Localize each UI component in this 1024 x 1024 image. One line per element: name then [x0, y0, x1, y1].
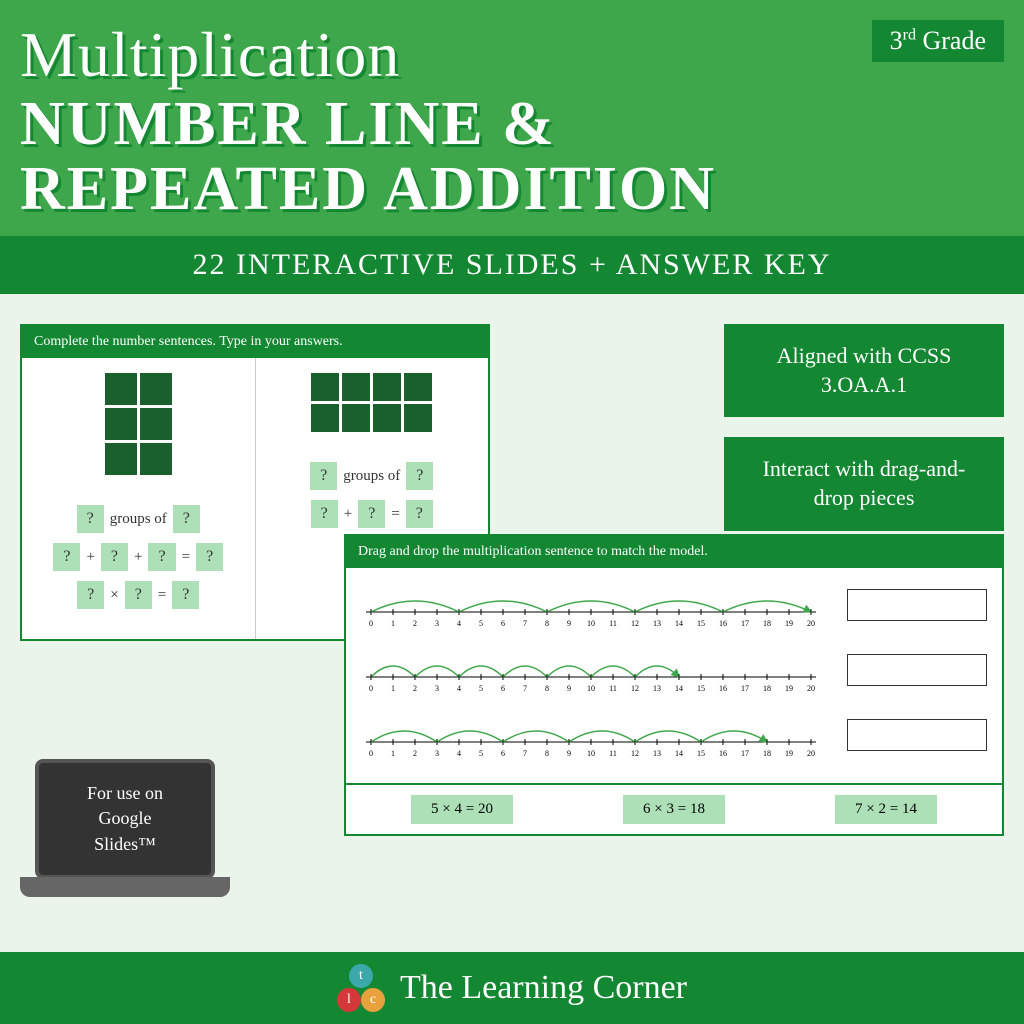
svg-text:13: 13 — [653, 619, 661, 628]
svg-text:17: 17 — [741, 749, 749, 758]
svg-text:14: 14 — [675, 684, 683, 693]
svg-text:17: 17 — [741, 619, 749, 628]
svg-text:11: 11 — [609, 619, 617, 628]
svg-text:8: 8 — [545, 749, 549, 758]
title-line1: Multiplication — [20, 18, 1004, 92]
svg-text:6: 6 — [501, 619, 505, 628]
svg-text:15: 15 — [697, 684, 705, 693]
svg-text:5: 5 — [479, 684, 483, 693]
svg-text:19: 19 — [785, 749, 793, 758]
svg-text:11: 11 — [609, 684, 617, 693]
svg-text:12: 12 — [631, 749, 639, 758]
svg-text:16: 16 — [719, 684, 727, 693]
answer-strip: 5 × 4 = 20 6 × 3 = 18 7 × 2 = 14 — [346, 783, 1002, 834]
array-grid-2 — [311, 373, 432, 432]
svg-text:4: 4 — [457, 749, 461, 758]
svg-text:16: 16 — [719, 749, 727, 758]
grade-suffix: rd — [903, 26, 916, 43]
laptop-icon: For use on Google Slides™ — [20, 759, 230, 919]
drop-target[interactable] — [847, 589, 987, 621]
svg-text:16: 16 — [719, 619, 727, 628]
number-line: 01234567891011121314151617181920 — [361, 645, 827, 695]
slide1-instruction: Complete the number sentences. Type in y… — [22, 326, 488, 358]
svg-text:1: 1 — [391, 749, 395, 758]
side-badges: Aligned with CCSS 3.OA.A.1 Interact with… — [724, 324, 1004, 550]
array-grid-1 — [105, 373, 172, 475]
svg-text:7: 7 — [523, 619, 527, 628]
svg-text:10: 10 — [587, 684, 595, 693]
svg-text:18: 18 — [763, 619, 771, 628]
svg-text:10: 10 — [587, 749, 595, 758]
content-area: Aligned with CCSS 3.OA.A.1 Interact with… — [0, 294, 1024, 934]
grade-word: Grade — [922, 26, 986, 55]
svg-text:19: 19 — [785, 684, 793, 693]
interact-badge: Interact with drag-and- drop pieces — [724, 437, 1004, 530]
svg-text:6: 6 — [501, 749, 505, 758]
svg-text:3: 3 — [435, 749, 439, 758]
svg-text:5: 5 — [479, 749, 483, 758]
svg-text:11: 11 — [609, 749, 617, 758]
number-line: 01234567891011121314151617181920 — [361, 710, 827, 760]
svg-text:8: 8 — [545, 684, 549, 693]
svg-text:7: 7 — [523, 684, 527, 693]
answer-chip[interactable]: 7 × 2 = 14 — [835, 795, 937, 824]
svg-text:4: 4 — [457, 684, 461, 693]
brand-logo-icon: t l c — [337, 964, 385, 1012]
slide-preview-2: Drag and drop the multiplication sentenc… — [344, 534, 1004, 836]
svg-text:15: 15 — [697, 749, 705, 758]
svg-text:14: 14 — [675, 619, 683, 628]
svg-text:10: 10 — [587, 619, 595, 628]
svg-text:1: 1 — [391, 684, 395, 693]
answer-chip[interactable]: 5 × 4 = 20 — [411, 795, 513, 824]
svg-text:0: 0 — [369, 749, 373, 758]
slide2-instruction: Drag and drop the multiplication sentenc… — [346, 536, 1002, 568]
svg-text:2: 2 — [413, 619, 417, 628]
svg-text:3: 3 — [435, 684, 439, 693]
svg-text:9: 9 — [567, 619, 571, 628]
svg-text:19: 19 — [785, 619, 793, 628]
svg-text:3: 3 — [435, 619, 439, 628]
svg-text:0: 0 — [369, 684, 373, 693]
answer-chip[interactable]: 6 × 3 = 18 — [623, 795, 725, 824]
svg-text:12: 12 — [631, 684, 639, 693]
header: 3rd Grade Multiplication NUMBER LINE & R… — [0, 0, 1024, 236]
svg-text:1: 1 — [391, 619, 395, 628]
svg-text:2: 2 — [413, 749, 417, 758]
svg-text:7: 7 — [523, 749, 527, 758]
drop-target[interactable] — [847, 719, 987, 751]
svg-text:9: 9 — [567, 749, 571, 758]
svg-text:18: 18 — [763, 684, 771, 693]
svg-text:20: 20 — [807, 619, 815, 628]
title-line2: NUMBER LINE & — [20, 92, 1004, 157]
svg-text:4: 4 — [457, 619, 461, 628]
drop-target[interactable] — [847, 654, 987, 686]
grade-badge: 3rd Grade — [872, 20, 1004, 62]
svg-text:13: 13 — [653, 684, 661, 693]
svg-text:13: 13 — [653, 749, 661, 758]
svg-text:20: 20 — [807, 684, 815, 693]
subtitle-bar: 22 INTERACTIVE SLIDES + ANSWER KEY — [0, 236, 1024, 294]
svg-text:17: 17 — [741, 684, 749, 693]
panel-left: ? groups of ? ?+?+?=? ? × ? = ? — [22, 358, 256, 639]
footer: t l c The Learning Corner — [0, 952, 1024, 1024]
svg-text:12: 12 — [631, 619, 639, 628]
svg-text:8: 8 — [545, 619, 549, 628]
title-line3: REPEATED ADDITION — [20, 157, 1004, 222]
svg-text:15: 15 — [697, 619, 705, 628]
brand-name: The Learning Corner — [400, 969, 687, 1007]
svg-text:2: 2 — [413, 684, 417, 693]
grade-num: 3 — [890, 26, 903, 55]
svg-text:18: 18 — [763, 749, 771, 758]
svg-text:14: 14 — [675, 749, 683, 758]
number-line: 01234567891011121314151617181920 — [361, 580, 827, 630]
svg-text:9: 9 — [567, 684, 571, 693]
svg-text:0: 0 — [369, 619, 373, 628]
svg-text:20: 20 — [807, 749, 815, 758]
ccss-badge: Aligned with CCSS 3.OA.A.1 — [724, 324, 1004, 417]
svg-text:5: 5 — [479, 619, 483, 628]
svg-text:6: 6 — [501, 684, 505, 693]
